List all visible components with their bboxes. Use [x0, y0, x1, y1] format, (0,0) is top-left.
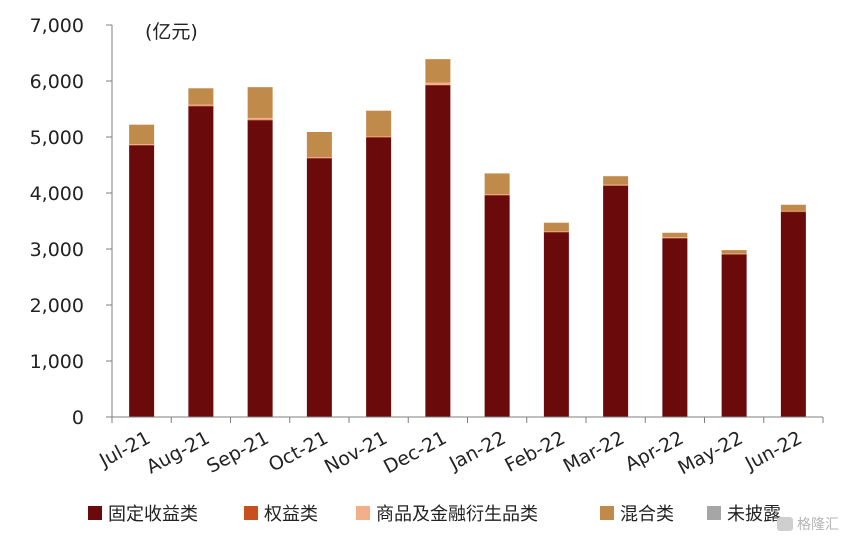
bar-segment-jun-22-s3 — [780, 204, 806, 211]
bar-segment-jul-21-s1 — [129, 144, 155, 146]
x-tick-label: Feb-22 — [501, 427, 568, 477]
legend-label: 混合类 — [620, 504, 674, 525]
axes-group — [111, 25, 824, 423]
bar-segment-apr-22-s1 — [662, 237, 688, 239]
bar-segment-apr-22-s2 — [662, 237, 688, 238]
bar-segment-apr-22-s3 — [662, 232, 688, 238]
bar-segment-aug-21-s0 — [188, 106, 214, 417]
y-tick-label: 0 — [72, 407, 84, 429]
bar-segment-nov-21-s1 — [366, 137, 392, 138]
y-tick-label: 7,000 — [30, 15, 84, 37]
bar-segment-mar-22-s0 — [603, 185, 629, 417]
bar-segment-aug-21-s1 — [188, 105, 214, 107]
y-tick-label: 5,000 — [30, 127, 84, 149]
bar-segment-dec-21-s2 — [425, 82, 451, 85]
bar-segment-jul-21-s0 — [129, 145, 155, 417]
bar-segment-oct-21-s3 — [306, 131, 332, 158]
x-tick-label: Jun-22 — [741, 427, 806, 475]
bar-segment-jan-22-s3 — [484, 173, 510, 195]
watermark-logo-icon — [777, 517, 793, 531]
bar-segment-may-22-s3 — [721, 250, 747, 254]
bar-segment-jul-21-s3 — [129, 124, 155, 145]
legend-label: 权益类 — [264, 504, 318, 525]
bar-segment-aug-21-s2 — [188, 104, 214, 106]
bar-segment-sep-21-s2 — [247, 117, 273, 120]
y-tick-label: 4,000 — [30, 183, 84, 205]
bar-segment-dec-21-s0 — [425, 85, 451, 417]
bar-segment-jan-22-s2 — [484, 194, 510, 195]
bar-segment-oct-21-s1 — [306, 157, 332, 159]
y-tick-label: 2,000 — [30, 295, 84, 317]
unit-label: (亿元) — [145, 21, 198, 43]
x-tick-label: Mar-22 — [560, 427, 628, 477]
bar-segment-jan-22-s1 — [484, 194, 510, 196]
bar-segment-sep-21-s3 — [247, 87, 273, 118]
legend-label: 商品及金融衍生品类 — [376, 504, 538, 525]
bar-segment-feb-22-s1 — [543, 231, 569, 233]
bar-segment-sep-21-s1 — [247, 119, 273, 121]
legend-swatch — [356, 506, 370, 520]
bar-segment-jun-22-s1 — [780, 211, 806, 213]
y-tick-label: 6,000 — [30, 71, 84, 93]
bar-segment-dec-21-s1 — [425, 84, 451, 86]
bar-segment-mar-22-s2 — [603, 184, 629, 186]
x-axis-ticks: Jul-21Aug-21Sep-21Oct-21Nov-21Dec-21Jan-… — [95, 427, 806, 479]
bar-segment-may-22-s0 — [721, 254, 747, 417]
y-tick-label: 3,000 — [30, 239, 84, 261]
y-tick-label: 1,000 — [30, 351, 84, 373]
watermark-text: 格隆汇 — [797, 517, 839, 533]
bar-segment-mar-22-s3 — [603, 176, 629, 185]
x-tick-label: Aug-21 — [143, 427, 213, 478]
bar-segment-aug-21-s3 — [188, 88, 214, 105]
bar-segment-jun-22-s0 — [780, 212, 806, 417]
bar-segment-oct-21-s2 — [306, 157, 332, 158]
x-tick-label: Dec-21 — [380, 427, 450, 478]
legend-swatch — [707, 506, 721, 520]
bar-segment-feb-22-s3 — [543, 222, 569, 232]
x-tick-label: Nov-21 — [321, 427, 391, 478]
bar-segment-may-22-s2 — [721, 253, 747, 255]
legend-label: 固定收益类 — [108, 504, 198, 525]
bar-segment-nov-21-s3 — [366, 110, 392, 137]
x-tick-label: Apr-22 — [622, 427, 688, 476]
bar-segment-nov-21-s2 — [366, 136, 392, 137]
bar-segment-nov-21-s0 — [366, 137, 392, 417]
bar-segment-oct-21-s0 — [306, 158, 332, 417]
legend-swatch — [88, 506, 102, 520]
bars-group — [129, 59, 806, 417]
x-tick-label: Jan-22 — [445, 427, 509, 475]
legend: 固定收益类 权益类 商品及金融衍生品类 混合类 未披露 — [88, 504, 781, 525]
bar-segment-jul-21-s2 — [129, 144, 155, 145]
bar-segment-apr-22-s0 — [662, 238, 688, 417]
bar-segment-mar-22-s1 — [603, 185, 629, 186]
bar-segment-sep-21-s0 — [247, 120, 273, 417]
legend-swatch — [244, 506, 258, 520]
y-axis-ticks: 0 1,000 2,000 3,000 4,000 5,000 6,000 7,000 — [30, 15, 112, 429]
legend-label: 未披露 — [727, 504, 781, 525]
bar-segment-jun-22-s2 — [780, 210, 806, 212]
x-tick-label: Oct-21 — [265, 427, 332, 476]
bar-segment-feb-22-s2 — [543, 231, 569, 232]
watermark: 格隆汇 — [777, 517, 839, 533]
bar-segment-jan-22-s0 — [484, 195, 510, 417]
legend-swatch — [600, 506, 614, 520]
x-tick-label: May-22 — [674, 427, 746, 479]
bar-segment-dec-21-s3 — [425, 59, 451, 83]
bar-segment-may-22-s1 — [721, 254, 747, 255]
bar-segment-feb-22-s0 — [543, 232, 569, 417]
x-tick-label: Sep-21 — [203, 427, 272, 478]
